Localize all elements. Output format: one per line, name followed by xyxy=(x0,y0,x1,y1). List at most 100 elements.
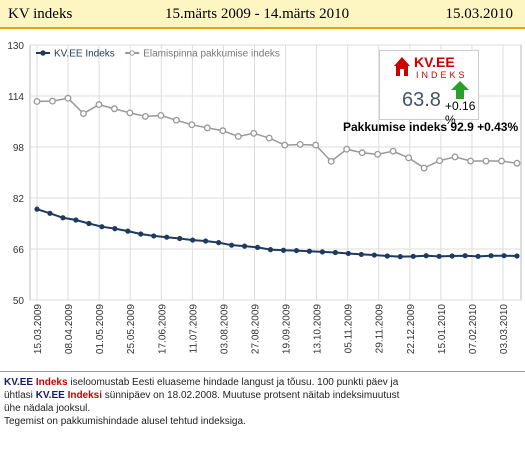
x-tick-label: 22.12.2009 xyxy=(406,304,417,354)
chart-title: KV indeks xyxy=(8,6,73,22)
x-tick-label: 05.11.2009 xyxy=(344,304,355,354)
data-point xyxy=(267,247,274,253)
legend-label: KV.EE Indeks xyxy=(54,49,115,60)
data-point xyxy=(374,150,382,158)
data-point xyxy=(312,141,320,149)
y-tick-label: 50 xyxy=(13,296,25,307)
data-point xyxy=(141,112,149,120)
data-point xyxy=(420,164,428,172)
data-point xyxy=(172,116,180,124)
footer-line-3: ühe nädala jooksul. xyxy=(4,403,91,414)
legend-label: Elamispinna pakkumise indeks xyxy=(143,49,280,60)
data-point xyxy=(64,94,72,102)
y-tick-label: 114 xyxy=(8,92,24,103)
data-point xyxy=(482,157,490,165)
x-tick-label: 15.01.2010 xyxy=(437,304,448,354)
x-tick-label: 03.08.2009 xyxy=(219,304,230,354)
data-point xyxy=(60,215,66,221)
data-point xyxy=(228,242,235,248)
data-point xyxy=(498,157,505,165)
data-point xyxy=(190,237,196,243)
x-tick-label: 07.02.2010 xyxy=(468,304,479,354)
data-point xyxy=(188,121,196,129)
data-point xyxy=(293,247,300,254)
index-badge: KV.EE INDEKS 63.8 +0.16 % xyxy=(379,50,479,127)
logo-top-text: KV.EE xyxy=(414,54,455,70)
data-point xyxy=(475,253,481,259)
data-point xyxy=(462,253,468,259)
x-tick-label: 27.08.2009 xyxy=(250,304,261,354)
data-point xyxy=(250,129,258,137)
data-point xyxy=(33,97,41,105)
data-point xyxy=(151,233,157,239)
current-date: 15.03.2010 xyxy=(445,6,514,22)
data-point xyxy=(405,154,413,162)
x-tick-label: 01.05.2009 xyxy=(95,304,106,354)
footer-line-4: Tegemist on pakkumishindade alusel tehtu… xyxy=(4,416,246,427)
data-point xyxy=(203,124,211,132)
x-tick-label: 19.09.2009 xyxy=(282,304,293,354)
data-point xyxy=(296,140,304,148)
data-point xyxy=(501,253,507,259)
data-point xyxy=(203,238,209,244)
data-point xyxy=(358,149,366,157)
up-arrow-icon xyxy=(451,81,469,99)
x-tick-label: 08.04.2009 xyxy=(64,304,75,354)
data-point xyxy=(332,249,338,256)
y-tick-label: 82 xyxy=(13,194,25,205)
data-point xyxy=(280,247,287,253)
data-point xyxy=(47,210,53,216)
data-point xyxy=(164,234,170,240)
data-point xyxy=(319,249,326,255)
data-point xyxy=(423,253,429,259)
title-bar: KV indeks 15.märts 2009 - 14.märts 2010 … xyxy=(0,0,525,29)
data-point xyxy=(389,147,397,155)
data-point xyxy=(514,253,520,259)
data-point xyxy=(49,97,56,105)
x-tick-label: 11.07.2009 xyxy=(188,304,199,354)
data-point xyxy=(488,253,494,259)
y-tick-label: 130 xyxy=(7,41,24,52)
data-point xyxy=(449,253,455,259)
legend-marker xyxy=(40,50,46,56)
data-point xyxy=(80,110,87,117)
data-point xyxy=(126,109,134,117)
data-point xyxy=(513,159,521,167)
legend-marker xyxy=(129,50,135,56)
data-point xyxy=(234,133,242,140)
footer-line-2: ühtlasi KV.EE Indeksi sünnipäev on 18.02… xyxy=(4,390,400,401)
data-point xyxy=(73,217,79,223)
x-tick-label: 15.03.2009 xyxy=(33,304,44,354)
y-tick-label: 66 xyxy=(13,245,25,256)
data-point xyxy=(112,226,118,232)
data-point xyxy=(138,231,144,237)
index-value: 63.8 xyxy=(402,89,441,111)
footer-text: KV.EE Indeks iseloomustab Eesti eluaseme… xyxy=(4,376,519,428)
pakkumise-index-label: Pakkumise indeks 92.9 +0.43% xyxy=(343,120,519,134)
data-point xyxy=(95,101,103,109)
x-tick-label: 13.10.2009 xyxy=(313,304,324,354)
data-point xyxy=(436,157,444,165)
data-point xyxy=(125,228,131,234)
data-point xyxy=(343,145,351,153)
x-tick-label: 29.11.2009 xyxy=(375,304,386,354)
data-point xyxy=(254,244,261,251)
x-tick-label: 25.05.2009 xyxy=(126,304,137,354)
data-point xyxy=(157,111,165,119)
data-point xyxy=(34,206,40,212)
data-point xyxy=(327,157,335,165)
data-point xyxy=(345,250,351,257)
data-point xyxy=(436,253,442,259)
x-tick-label: 03.03.2010 xyxy=(499,304,510,354)
data-point xyxy=(241,243,248,249)
data-point xyxy=(99,224,105,230)
data-point xyxy=(410,253,416,259)
data-point xyxy=(265,134,273,142)
data-point xyxy=(216,240,222,246)
logo-bottom-text: INDEKS xyxy=(416,70,468,80)
footer-line-1: KV.EE Indeks iseloomustab Eesti eluaseme… xyxy=(4,377,399,388)
data-point xyxy=(397,254,403,260)
data-point xyxy=(306,248,313,254)
date-range: 15.märts 2009 - 14.märts 2010 xyxy=(165,6,350,22)
data-point xyxy=(86,220,92,227)
